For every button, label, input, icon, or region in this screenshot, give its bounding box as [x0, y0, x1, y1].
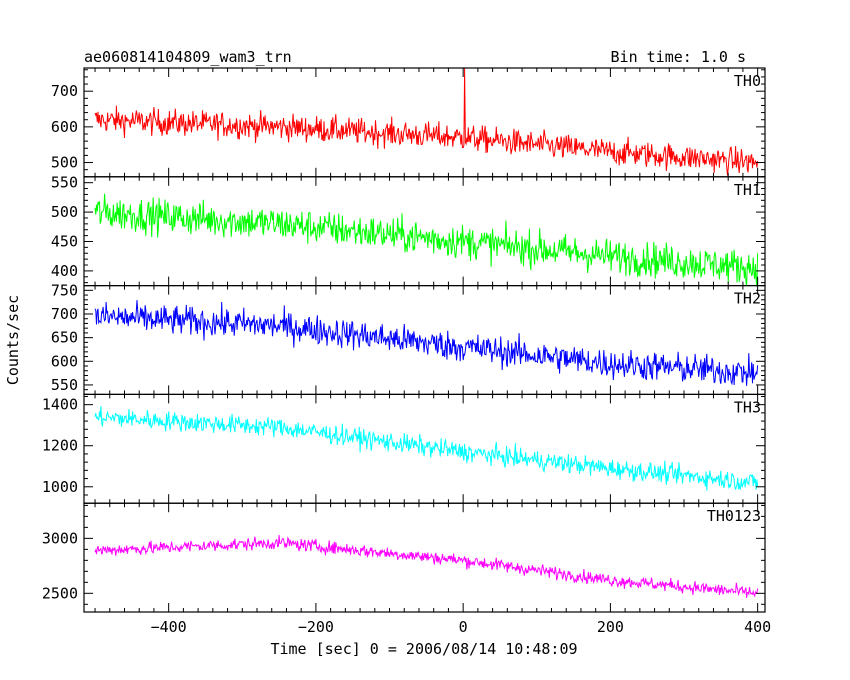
series-line-th3: [94, 406, 759, 491]
x-tick-label: −400: [151, 618, 187, 636]
x-tick-label: −200: [298, 618, 334, 636]
panel-title: TH0: [734, 72, 761, 90]
y-tick-label: 700: [51, 82, 78, 100]
x-axis-title: Time [sec] 0 = 2006/08/14 10:48:09: [270, 640, 577, 658]
y-tick-label: 2500: [42, 584, 78, 602]
y-tick-label: 650: [51, 329, 78, 347]
y-tick-label: 550: [51, 174, 78, 192]
x-tick-label: 400: [744, 618, 771, 636]
panel-title: TH2: [734, 290, 761, 308]
object-name-label: ae060814104809_wam3_trn: [84, 48, 292, 66]
y-tick-label: 500: [51, 154, 78, 172]
bin-time-label: Bin time: 1.0 s: [611, 48, 746, 66]
y-tick-label: 600: [51, 118, 78, 136]
panel-th0123: 2500 3000 TH0123 −400 −200 0 200 400: [42, 502, 771, 636]
panels: 500 600 700 TH0 400 450 500 550 TH1 550 600 650 700 7…: [42, 67, 771, 636]
y-tick-label: 600: [51, 352, 78, 370]
y-tick-label: 1400: [42, 396, 78, 414]
series-line-th0123: [94, 534, 759, 598]
y-tick-label: 450: [51, 232, 78, 250]
y-tick-label: 750: [51, 281, 78, 299]
y-axis-title: Counts/sec: [4, 295, 22, 385]
panel-title: TH0123: [707, 507, 761, 525]
y-tick-label: 550: [51, 376, 78, 394]
y-tick-label: 700: [51, 305, 78, 323]
y-tick-label: 3000: [42, 529, 78, 547]
panel-th2: 550 600 650 700 750 TH2: [51, 281, 766, 396]
series-line-th0: [94, 68, 759, 176]
y-tick-label: 400: [51, 262, 78, 280]
panel-th3: 1000 1200 1400 TH3: [42, 393, 766, 504]
panel-frame: [83, 502, 766, 613]
panel-title: TH1: [734, 181, 761, 199]
y-tick-label: 1000: [42, 478, 78, 496]
y-tick-label: 1200: [42, 437, 78, 455]
panel-th1: 400 450 500 550 TH1: [51, 174, 766, 287]
series-line-th2: [94, 300, 759, 386]
series-line-th1: [94, 193, 759, 286]
x-tick-label: 200: [597, 618, 624, 636]
y-tick-label: 500: [51, 203, 78, 221]
panel-title: TH3: [734, 398, 761, 416]
x-tick-label: 0: [459, 618, 468, 636]
